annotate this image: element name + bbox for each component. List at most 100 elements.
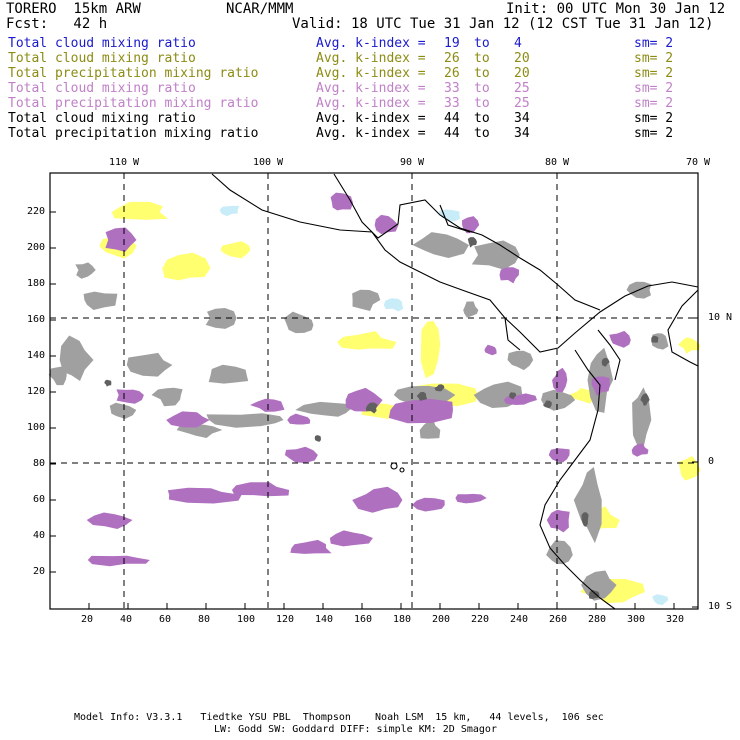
cloud-gray-area (419, 418, 441, 439)
precip-purple-area (462, 216, 480, 234)
precip-purple-area (167, 487, 242, 504)
cloud-core-dark (651, 335, 659, 343)
legend-to: to (474, 126, 490, 141)
coastline (504, 317, 521, 351)
precip-purple-area (166, 411, 210, 428)
left-y-label: 20 (32, 566, 45, 577)
legend-to: to (474, 66, 490, 81)
legend-to: to (474, 36, 490, 51)
legend-k-start: 19 (444, 36, 460, 51)
left-y-label: 140 (26, 350, 45, 361)
center-name: NCAR/MMM (226, 1, 294, 17)
legend-kindex-label: Avg. k-index = (316, 111, 426, 126)
bottom-x-label: 260 (549, 614, 568, 625)
legend-to: to (474, 51, 490, 66)
precip-purple-area (552, 367, 568, 393)
legend-k-end: 4 (514, 36, 522, 51)
cloud-gray-area (205, 308, 237, 329)
map-frame (49, 172, 699, 610)
legend-to: to (474, 111, 490, 126)
legend-smoothing: sm= 2 (634, 81, 674, 96)
right-lat-label: 10 N (708, 312, 733, 323)
legend-kindex-label: Avg. k-index = (316, 36, 426, 51)
right-lat-label: 10 S (708, 601, 733, 612)
precip-purple-area (499, 267, 519, 284)
legend-smoothing: sm= 2 (634, 36, 674, 51)
cloud-gray-area (48, 366, 67, 386)
coastline (597, 329, 621, 381)
precip-purple-area (105, 227, 137, 252)
cloud-gray-area (352, 289, 381, 311)
legend-field-name: Total cloud mixing ratio (8, 51, 196, 66)
left-y-label: 220 (26, 206, 45, 217)
precip-purple-area (609, 330, 631, 348)
legend-kindex-label: Avg. k-index = (316, 66, 426, 81)
legend-k-end: 25 (514, 96, 530, 111)
galapagos-island (390, 462, 398, 470)
cloud-lightblue-area (383, 298, 404, 312)
coastline (211, 173, 699, 353)
legend-field-name: Total cloud mixing ratio (8, 36, 196, 51)
cloud-core-dark (314, 435, 321, 442)
legend-to: to (474, 81, 490, 96)
precip-purple-area (87, 555, 150, 567)
coastline (439, 204, 471, 233)
top-lon-label: 70 W (685, 157, 711, 168)
legend-kindex-label: Avg. k-index = (316, 96, 426, 111)
legend-k-start: 44 (444, 126, 460, 141)
legend-k-end: 20 (514, 51, 530, 66)
precip-purple-area (287, 413, 311, 425)
left-y-label: 200 (26, 242, 45, 253)
bottom-x-label: 180 (393, 614, 412, 625)
legend-kindex-label: Avg. k-index = (316, 81, 426, 96)
cloud-gray-area (206, 413, 284, 428)
bottom-x-label: 40 (120, 614, 133, 625)
precip-purple-area (388, 398, 453, 424)
cloud-yellow-area (111, 201, 169, 220)
top-lon-label: 110 W (108, 157, 140, 168)
galapagos-island (399, 467, 405, 473)
cloud-gray-area (546, 540, 573, 565)
coastline (667, 289, 699, 367)
legend-field-name: Total cloud mixing ratio (8, 81, 196, 96)
legend-smoothing: sm= 2 (634, 111, 674, 126)
bottom-x-label: 20 (81, 614, 94, 625)
cloud-gray-area (573, 467, 602, 544)
legend-field-name: Total precipitation mixing ratio (8, 126, 259, 141)
cloud-core-dark (581, 512, 589, 527)
cloud-yellow-area (420, 320, 441, 379)
legend-k-end: 34 (514, 126, 530, 141)
right-lat-label: 0 (708, 456, 715, 467)
cloud-core-dark (467, 237, 477, 248)
precip-purple-area (290, 539, 332, 554)
coastline (539, 349, 616, 610)
top-lon-label: 100 W (252, 157, 284, 168)
precip-purple-area (591, 376, 610, 396)
cloud-core-dark (588, 589, 600, 599)
bottom-x-label: 60 (159, 614, 172, 625)
cloud-core-dark (640, 393, 650, 406)
left-y-label: 40 (32, 530, 45, 541)
cloud-gray-area (463, 301, 479, 318)
cloud-core-dark (104, 379, 112, 387)
bottom-x-label: 220 (471, 614, 490, 625)
left-y-label: 160 (26, 314, 45, 325)
bottom-x-label: 320 (666, 614, 685, 625)
precip-purple-area (455, 493, 487, 504)
top-lon-label: 80 W (544, 157, 570, 168)
cloud-gray-area (507, 350, 534, 371)
legend-k-start: 44 (444, 111, 460, 126)
bottom-x-label: 140 (315, 614, 334, 625)
precip-purple-area (250, 398, 285, 412)
legend-kindex-label: Avg. k-index = (316, 51, 426, 66)
precip-purple-area (374, 214, 399, 235)
precip-purple-area (116, 389, 144, 404)
legend-k-end: 34 (514, 111, 530, 126)
cloud-gray-area (284, 311, 314, 334)
precip-purple-area (548, 448, 570, 463)
precip-purple-area (546, 509, 570, 533)
left-y-label: 120 (26, 386, 45, 397)
left-y-label: 60 (32, 494, 45, 505)
legend-smoothing: sm= 2 (634, 96, 674, 111)
